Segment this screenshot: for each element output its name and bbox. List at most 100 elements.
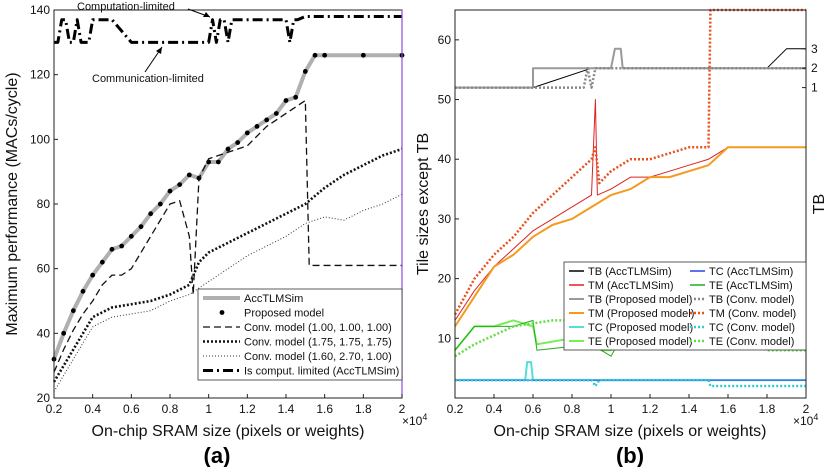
- series-layer-a: [51, 14, 405, 392]
- legend-entries-b: TB (AccTLMSim) TC (AccTLMSim) TM (AccTLMSi…: [569, 266, 796, 348]
- x-tick-label-a-9: 2: [399, 402, 406, 416]
- legend-entries-a: AccTLMSim Proposed model Conv. model (1.00…: [203, 293, 399, 378]
- y-tick-label-a-5: 120: [30, 68, 50, 82]
- x-multiplier-a: ×104: [402, 412, 427, 428]
- series-tm-conv-model-b: [453, 8, 806, 316]
- point-proposed-model-12: [167, 188, 173, 194]
- point-proposed-model-6: [109, 246, 115, 252]
- point-proposed-model-5: [99, 259, 105, 265]
- series-tm-acctlmsim-b: [454, 99, 806, 321]
- x-tick-label-b-4: 1: [608, 402, 615, 416]
- series-tm-proposed-model-b: [454, 146, 806, 327]
- point-proposed-model-28: [322, 52, 328, 58]
- series-tb-conv-model-b: [455, 66, 806, 89]
- point-proposed-model-22: [264, 117, 270, 123]
- point-proposed-model-10: [148, 211, 154, 217]
- series-layer-b: [453, 8, 806, 388]
- point-proposed-model-25: [293, 94, 299, 100]
- point-proposed-model-18: [225, 146, 231, 152]
- x-tick-label-b-6: 1.4: [681, 402, 698, 416]
- y-tick-label-a-6: 140: [30, 3, 50, 17]
- legend-box-a: [197, 288, 403, 381]
- legend-label-conv-model-1-60-2-70-1-00: Conv. model (1.60, 2.70, 1.00): [244, 351, 392, 363]
- x-tick-label-b-8: 1.8: [759, 402, 776, 416]
- y-tick-label-a-4: 100: [30, 132, 50, 146]
- ticks-b: 0.2 0.4 0.6 0.8 1 1.2 1.4 1.6 1.8 2 10 20 30 40 50 60 1 2…: [438, 33, 818, 416]
- y-tick-label-b-1: 20: [438, 272, 452, 286]
- y-tick-label-a-3: 80: [37, 197, 51, 211]
- legend-label-te-acctlmsim: TE (AccTLMSim): [709, 280, 793, 292]
- point-proposed-model-23: [273, 111, 279, 116]
- legend-label-is-comput-limited-acctlmsim: Is comput. limited (AccTLMSim): [244, 366, 399, 378]
- point-proposed-model-11: [157, 201, 163, 207]
- y-tick-label-b-2: 30: [438, 212, 452, 226]
- point-proposed-model-2: [70, 308, 76, 314]
- x-tick-label-a-8: 1.8: [355, 402, 372, 416]
- right-y-tick-label-b-1: 2: [811, 61, 818, 75]
- series-tc-conv-model-b: [455, 378, 806, 388]
- x-axis-label-a: On-chip SRAM size (pixels or weights): [92, 423, 365, 440]
- legend-label-tm-acctlmsim: TM (AccTLMSim): [588, 280, 674, 292]
- x-tick-label-a-1: 0.4: [84, 402, 101, 416]
- legend-label-tc-proposed-model: TC (Proposed model): [588, 322, 693, 334]
- legend-swatch-proposed-model: [219, 310, 225, 315]
- chart-panel-b: 0.2 0.4 0.6 0.8 1 1.2 1.4 1.6 1.8 2 10 20 30 40 50 60 1 2…: [415, 8, 828, 467]
- y-axis-label-b: Tile sizes except TB: [415, 133, 432, 275]
- legend-label-tm-proposed-model: TM (Proposed model): [588, 308, 694, 320]
- point-proposed-model-14: [186, 172, 192, 178]
- point-proposed-model-8: [128, 233, 134, 239]
- y-tick-label-a-0: 20: [37, 391, 51, 405]
- x-multiplier-b: ×104: [793, 412, 818, 428]
- annotation-arrowhead-computation: [203, 12, 210, 17]
- legend-a: AccTLMSim Proposed model Conv. model (1.00…: [197, 288, 403, 381]
- axes-frame-b: [454, 9, 807, 399]
- y-tick-label-a-2: 60: [37, 262, 51, 276]
- point-proposed-model-13: [177, 182, 183, 188]
- legend-label-tm-conv-model: TM (Conv. model): [709, 308, 796, 320]
- point-proposed-model-29: [360, 52, 366, 58]
- point-proposed-model-19: [235, 140, 241, 145]
- legend-label-acctlmsim: AccTLMSim: [244, 293, 303, 305]
- y-tick-label-b-3: 40: [438, 152, 452, 166]
- x-multiplier-base-a: ×10: [402, 414, 423, 428]
- legend-label-tb-conv-model: TB (Conv. model): [709, 294, 794, 306]
- annotation-arrowhead-communication: [156, 47, 162, 54]
- x-tick-label-b-7: 1.6: [720, 402, 737, 416]
- x-tick-label-a-6: 1.4: [278, 402, 295, 416]
- legend-b: TB (AccTLMSim) TC (AccTLMSim) TM (AccTLMSi…: [563, 261, 807, 351]
- x-tick-label-b-9: 2: [803, 402, 810, 416]
- point-proposed-model-26: [302, 69, 308, 74]
- panel-label-b: (b): [616, 443, 644, 467]
- point-proposed-model-4: [90, 272, 96, 278]
- right-y-tick-label-b-2: 3: [811, 42, 818, 56]
- x-tick-label-a-5: 1.2: [239, 402, 256, 416]
- point-proposed-model-3: [80, 288, 86, 294]
- point-proposed-model-27: [312, 52, 318, 58]
- legend-label-tc-conv-model: TC (Conv. model): [709, 322, 795, 334]
- x-tick-label-a-0: 0.2: [46, 402, 63, 416]
- panel-label-a: (a): [204, 443, 231, 467]
- x-tick-label-a-3: 0.8: [162, 402, 179, 416]
- ticks-a: 0.2 0.4 0.6 0.8 1 1.2 1.4 1.6 1.8 2 20 40 60 80 100 120…: [30, 3, 406, 416]
- series-conv-model-1-75-1-75-1-75-a: [52, 147, 403, 383]
- y-tick-label-b-0: 10: [438, 331, 452, 345]
- x-tick-label-b-3: 0.8: [564, 402, 581, 416]
- y-axis-label-a: Maximum performance (MACs/cycle): [4, 72, 21, 335]
- series-conv-model-1-00-1-00-1-00-a: [53, 99, 402, 373]
- x-tick-label-a-4: 1: [205, 402, 212, 416]
- annotation-computation-limited: Computation-limited: [77, 1, 175, 13]
- point-proposed-model-16: [206, 159, 212, 165]
- legend-box-b: [563, 261, 807, 351]
- legend-label-conv-model-1-75-1-75-1-75: Conv. model (1.75, 1.75, 1.75): [244, 337, 392, 349]
- x-tick-label-b-5: 1.2: [642, 402, 659, 416]
- series-tb-proposed-model-b: [455, 47, 806, 89]
- point-proposed-model-24: [283, 98, 289, 103]
- legend-label-te-proposed-model: TE (Proposed model): [588, 336, 693, 348]
- y-tick-label-a-1: 40: [37, 326, 51, 340]
- x-multiplier-exp-b: 4: [813, 412, 818, 422]
- legend-label-tb-proposed-model: TB (Proposed model): [588, 294, 693, 306]
- x-multiplier-exp-a: 4: [422, 412, 427, 422]
- point-proposed-model-17: [215, 159, 221, 165]
- point-proposed-model-9: [138, 224, 144, 230]
- point-proposed-model-1: [61, 330, 67, 336]
